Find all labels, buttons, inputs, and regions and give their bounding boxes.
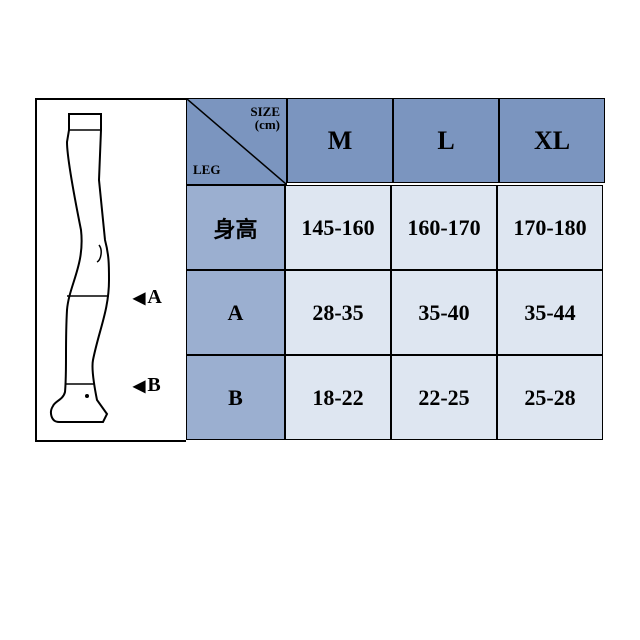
triangle-left-icon: ◀ bbox=[133, 376, 145, 396]
diagonal-header-cell: SIZE (cm) LEG bbox=[186, 98, 287, 185]
size-chart: ◀ A ◀ B SIZE (cm) LEG bbox=[35, 98, 605, 442]
col-header-l: L bbox=[393, 98, 499, 183]
table-row: B 18-22 22-25 25-28 bbox=[186, 355, 605, 440]
table-cell: 22-25 bbox=[391, 355, 497, 440]
marker-b-label: B bbox=[147, 374, 160, 397]
col-header-m: M bbox=[287, 98, 393, 183]
table-cell: 28-35 bbox=[285, 270, 391, 355]
leg-outline-icon bbox=[37, 100, 190, 440]
leg-label: LEG bbox=[193, 162, 220, 178]
marker-a: ◀ A bbox=[133, 286, 162, 309]
row-header-a: A bbox=[186, 270, 285, 355]
cm-label-text: (cm) bbox=[250, 118, 280, 131]
table-row: 身高 145-160 160-170 170-180 bbox=[186, 185, 605, 270]
leg-illustration-cell: ◀ A ◀ B bbox=[35, 98, 186, 442]
table-cell: 35-40 bbox=[391, 270, 497, 355]
table-cell: 25-28 bbox=[497, 355, 603, 440]
marker-a-label: A bbox=[147, 286, 161, 309]
table-row: A 28-35 35-40 35-44 bbox=[186, 270, 605, 355]
table-cell: 145-160 bbox=[285, 185, 391, 270]
size-unit-label: SIZE (cm) bbox=[250, 105, 280, 131]
row-header-b: B bbox=[186, 355, 285, 440]
table-cell: 170-180 bbox=[497, 185, 603, 270]
size-table: SIZE (cm) LEG M L XL 身高 145-160 160-170 … bbox=[186, 98, 605, 442]
table-cell: 35-44 bbox=[497, 270, 603, 355]
marker-b: ◀ B bbox=[133, 374, 161, 397]
diagram-and-header-row: ◀ A ◀ B SIZE (cm) LEG bbox=[35, 98, 605, 442]
table-cell: 18-22 bbox=[285, 355, 391, 440]
table-header-row: SIZE (cm) LEG M L XL bbox=[186, 98, 605, 185]
triangle-left-icon: ◀ bbox=[133, 288, 145, 308]
col-header-xl: XL bbox=[499, 98, 605, 183]
table-cell: 160-170 bbox=[391, 185, 497, 270]
row-header-height: 身高 bbox=[186, 185, 285, 270]
